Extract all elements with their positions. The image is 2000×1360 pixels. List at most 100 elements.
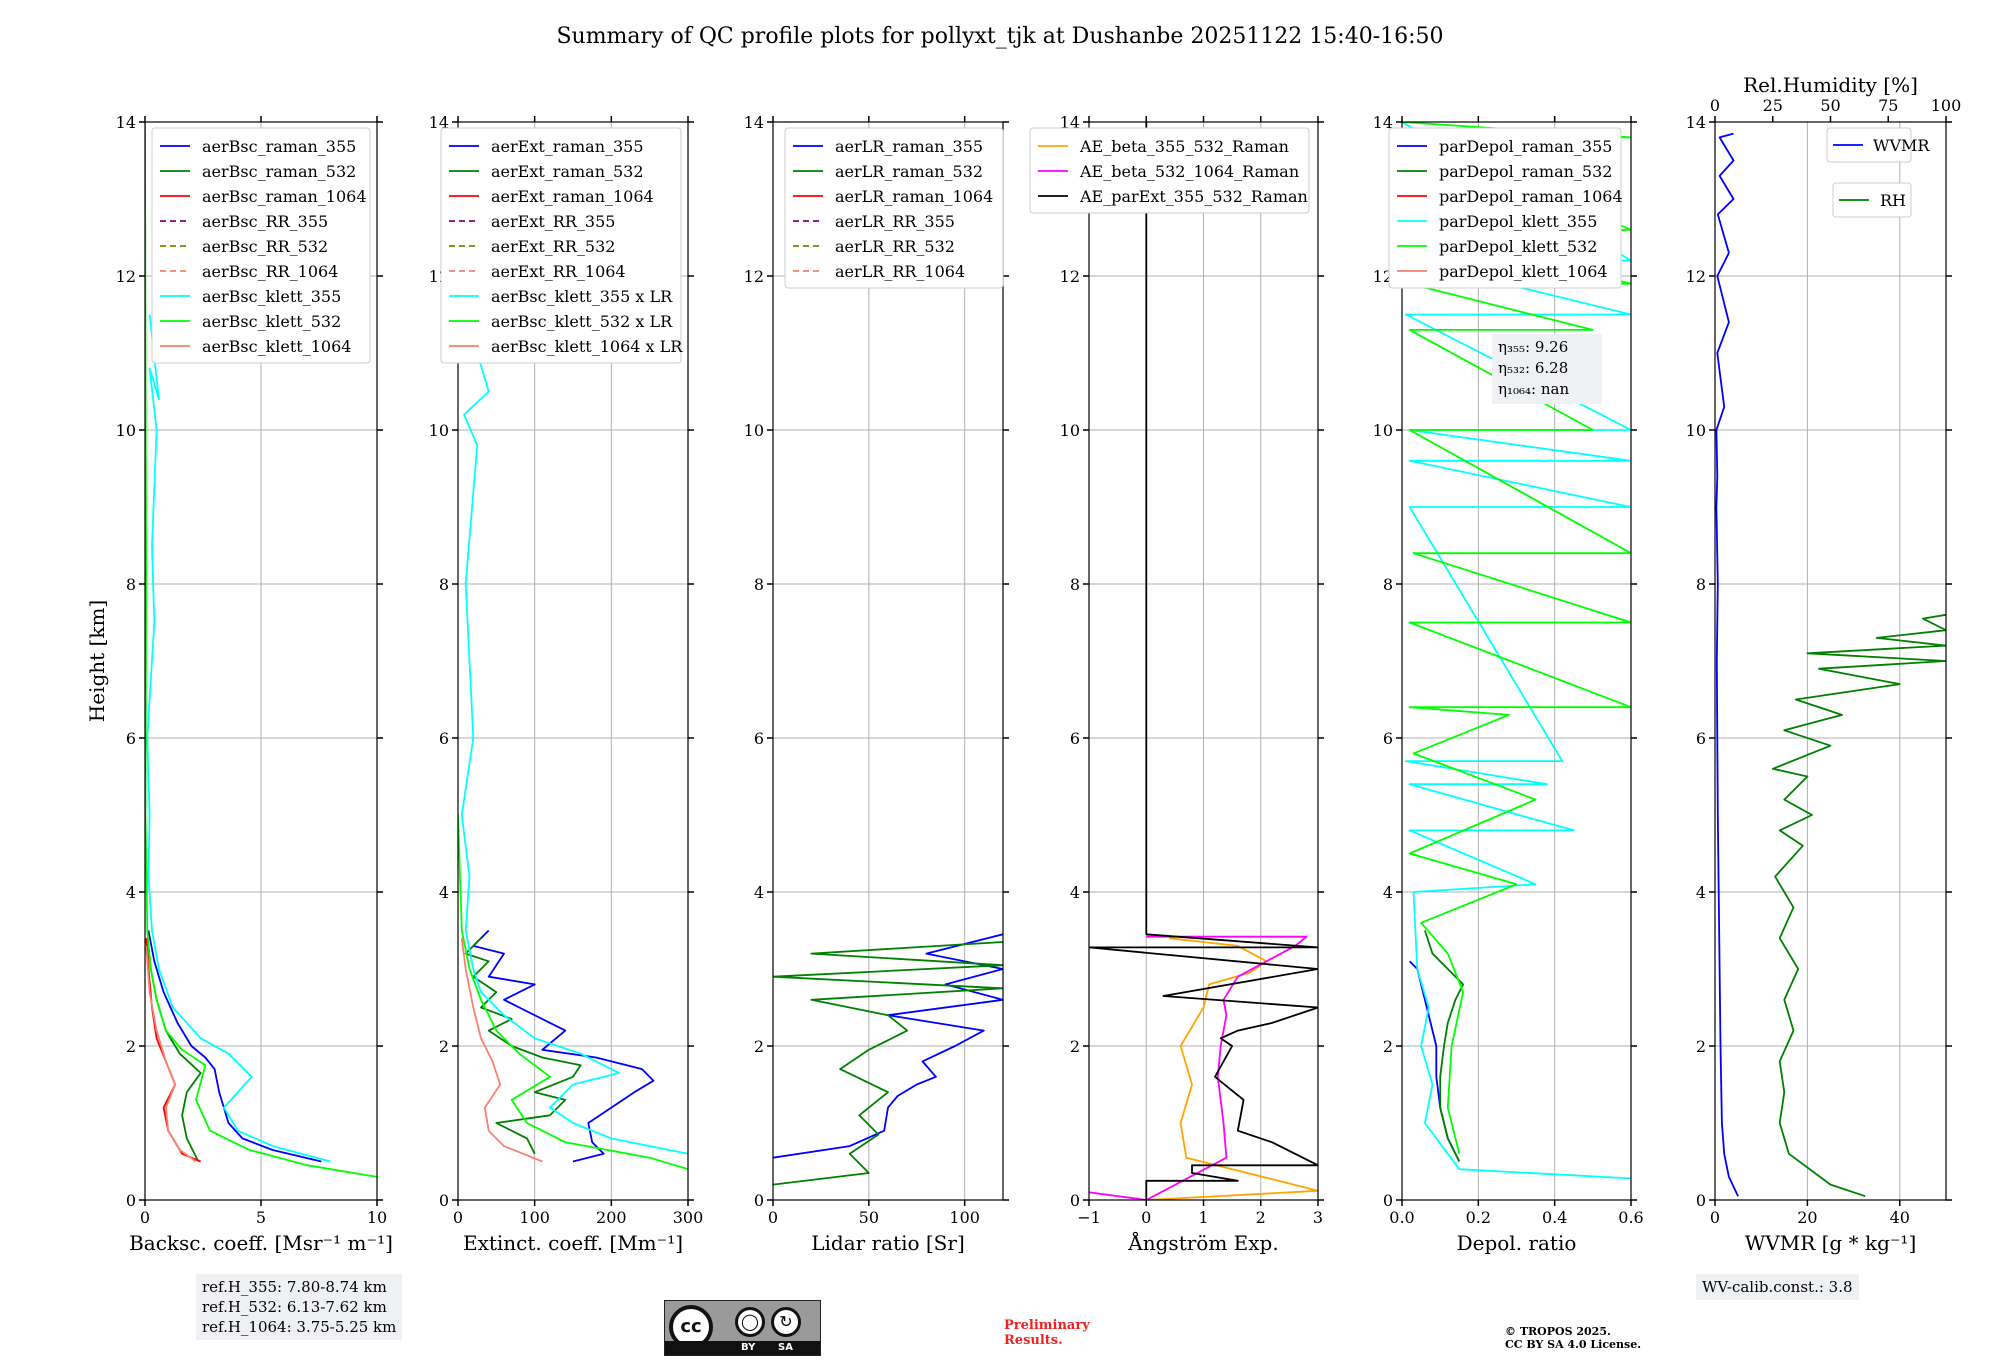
y-tick-label: 4 bbox=[1070, 883, 1080, 902]
legend-entry: parDepol_raman_532 bbox=[1439, 162, 1612, 181]
legend-entry: aerLR_RR_355 bbox=[835, 212, 955, 231]
series-aerBsc_klett_355 bbox=[146, 314, 331, 1163]
copyright-line-1: © TROPOS 2025. bbox=[1505, 1325, 1611, 1338]
x-tick-label: 2 bbox=[1256, 1208, 1266, 1227]
series-AE_parExt_355_532_Raman bbox=[1089, 122, 1318, 1200]
x-tick-label: −1 bbox=[1077, 1208, 1101, 1227]
x-tick-label: 0 bbox=[1141, 1208, 1151, 1227]
y-tick-label: 12 bbox=[1686, 267, 1706, 286]
x-tick-label: 40 bbox=[1890, 1208, 1910, 1227]
y-tick-label: 14 bbox=[1686, 113, 1706, 132]
legend-entry: aerLR_raman_1064 bbox=[835, 187, 993, 206]
y-tick-label: 10 bbox=[1373, 421, 1393, 440]
y-tick-label: 10 bbox=[1060, 421, 1080, 440]
series-parDepol_raman_355 bbox=[1408, 960, 1461, 1162]
top-x-tick-label: 50 bbox=[1820, 96, 1840, 115]
y-tick-label: 2 bbox=[126, 1037, 136, 1056]
legend-box bbox=[151, 127, 371, 364]
series-aerBsc_raman_1064 bbox=[145, 938, 202, 1163]
legend-entry: parDepol_klett_355 bbox=[1439, 212, 1597, 231]
x-axis-label: Extinct. coeff. [Mm⁻¹] bbox=[463, 1231, 683, 1255]
y-tick-label: 12 bbox=[116, 267, 136, 286]
legend-entry: aerLR_RR_1064 bbox=[835, 262, 965, 281]
y-tick-label: 4 bbox=[126, 883, 136, 902]
legend-entry: aerExt_RR_532 bbox=[491, 237, 615, 256]
legend-entry: aerBsc_klett_532 bbox=[202, 312, 341, 331]
wv-calib-box: WV-calib.const.: 3.8 bbox=[1696, 1274, 1859, 1300]
x-axis-label: Backsc. coeff. [Msr⁻¹ m⁻¹] bbox=[129, 1231, 393, 1255]
y-tick-label: 2 bbox=[439, 1037, 449, 1056]
legend-box bbox=[1029, 127, 1310, 214]
series-aerBsc_klett_1064 bbox=[145, 945, 197, 1163]
plot-area bbox=[1089, 122, 1318, 1200]
y-tick-label: 0 bbox=[439, 1191, 449, 1210]
y-tick-label: 6 bbox=[1070, 729, 1080, 748]
y-tick-label: 8 bbox=[1383, 575, 1393, 594]
x-tick-label: 3 bbox=[1313, 1208, 1323, 1227]
x-tick-label: 0.6 bbox=[1618, 1208, 1643, 1227]
x-tick-label: 100 bbox=[519, 1208, 550, 1227]
series-parDepol_klett_355 bbox=[1402, 122, 1631, 1180]
series-AE_beta_355_532_Raman bbox=[1146, 937, 1318, 1200]
y-tick-label: 10 bbox=[116, 421, 136, 440]
legend-entry: aerExt_raman_1064 bbox=[491, 187, 654, 206]
x-tick-label: 0 bbox=[140, 1208, 150, 1227]
x-tick-label: 0.0 bbox=[1389, 1208, 1414, 1227]
y-tick-label: 14 bbox=[429, 113, 449, 132]
legend-entry: aerBsc_klett_1064 x LR bbox=[491, 337, 683, 356]
y-tick-label: 4 bbox=[1696, 883, 1706, 902]
series-parDepol_raman_532 bbox=[1424, 930, 1464, 1162]
preliminary-results-note: Preliminary Results. bbox=[1004, 1318, 1090, 1348]
ref-height-1064: ref.H_1064: 3.75-5.25 km bbox=[202, 1318, 397, 1336]
legend-entry: aerBsc_RR_355 bbox=[202, 212, 328, 231]
x-tick-label: 20 bbox=[1797, 1208, 1817, 1227]
cc-badge-bar: BY SA bbox=[665, 1341, 820, 1355]
eta-annotation: η₃₅₅: 9.26 bbox=[1498, 338, 1568, 356]
y-tick-label: 8 bbox=[439, 575, 449, 594]
attribution-person-icon: ◯ bbox=[735, 1307, 765, 1337]
preliminary-line-1: Preliminary bbox=[1004, 1318, 1090, 1333]
series-RH bbox=[1771, 613, 1946, 1198]
series-aerBsc_klett_355 x LR bbox=[460, 314, 688, 1155]
y-tick-label: 2 bbox=[1696, 1037, 1706, 1056]
x-tick-label: 0 bbox=[453, 1208, 463, 1227]
legend-entry: aerExt_raman_355 bbox=[491, 137, 644, 156]
x-tick-label: 200 bbox=[596, 1208, 627, 1227]
y-tick-label: 0 bbox=[1070, 1191, 1080, 1210]
copyright-line-2: CC BY SA 4.0 License. bbox=[1505, 1338, 1642, 1351]
ref-height-355: ref.H_355: 7.80-8.74 km bbox=[202, 1278, 387, 1296]
legend-entry: aerBsc_raman_1064 bbox=[202, 187, 367, 206]
x-axis-label: WVMR [g * kg⁻¹] bbox=[1745, 1231, 1917, 1255]
eta-annotation: η₅₃₂: 6.28 bbox=[1498, 359, 1568, 377]
legend-box-wvmr bbox=[1826, 127, 1912, 163]
series-aerBsc_raman_532 bbox=[146, 938, 202, 1162]
y-tick-label: 4 bbox=[754, 883, 764, 902]
x-tick-label: 100 bbox=[949, 1208, 980, 1227]
series-aerBsc_raman_355 bbox=[147, 930, 322, 1163]
legend-entry: aerBsc_klett_532 x LR bbox=[491, 312, 673, 331]
y-tick-label: 10 bbox=[1686, 421, 1706, 440]
plot-area bbox=[145, 122, 377, 1178]
legend-entry: aerBsc_klett_1064 bbox=[202, 337, 351, 356]
y-tick-label: 14 bbox=[744, 113, 764, 132]
y-tick-label: 6 bbox=[1696, 729, 1706, 748]
top-x-tick-label: 100 bbox=[1931, 96, 1962, 115]
x-tick-label: 0 bbox=[768, 1208, 778, 1227]
panel-5: 0 2 4 6 8 10 12 14 0.0 0.2 0.4 0.6 Depol. ratio η₃₅₅:… bbox=[1373, 113, 1644, 1255]
top-x-tick-label: 0 bbox=[1710, 96, 1720, 115]
top-x-tick-label: 75 bbox=[1878, 96, 1898, 115]
share-alike-icon: ↻ bbox=[771, 1307, 801, 1337]
copyright-note: © TROPOS 2025. CC BY SA 4.0 License. bbox=[1505, 1325, 1641, 1351]
y-tick-label: 12 bbox=[1060, 267, 1080, 286]
x-axis-label: Lidar ratio [Sr] bbox=[811, 1231, 965, 1255]
legend-entry: aerBsc_klett_355 x LR bbox=[491, 287, 673, 306]
legend-entry: aerLR_RR_532 bbox=[835, 237, 955, 256]
legend-entry: RH bbox=[1880, 191, 1906, 210]
ref-height-532: ref.H_532: 6.13-7.62 km bbox=[202, 1298, 387, 1316]
eta-annotation: η₁₀₆₄: nan bbox=[1498, 380, 1569, 398]
y-tick-label: 0 bbox=[1696, 1191, 1706, 1210]
legend-entry: parDepol_klett_532 bbox=[1439, 237, 1597, 256]
